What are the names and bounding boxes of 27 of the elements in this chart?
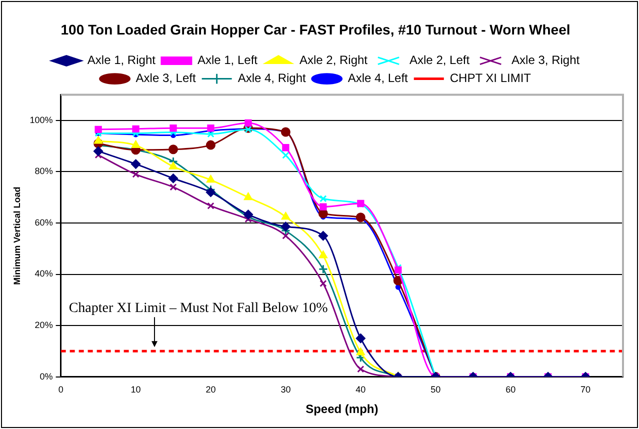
chart-title: 100 Ton Loaded Grain Hopper Car - FAST Profiles, #10 Turnout - Worn Wheel [60, 21, 570, 38]
legend-label: Axle 4, Right [238, 71, 307, 86]
x-tick-label: 10 [130, 384, 141, 395]
x-tick-label: 40 [356, 384, 366, 395]
x-axis-title: Speed (mph) [306, 402, 378, 416]
y-tick-label: 0% [40, 371, 53, 382]
y-tick-label: 40% [34, 268, 53, 279]
legend-label: Axle 1, Left [197, 53, 258, 68]
x-tick-label: 50 [430, 384, 441, 395]
legend-label: Axle 3, Right [512, 53, 580, 68]
y-tick-label: 20% [34, 320, 53, 330]
y-tick-label: 100% [30, 114, 53, 125]
x-tick-label: 0 [58, 384, 64, 395]
annotation: Chapter XI Limit – Must Not Fall Below 10% [68, 300, 328, 316]
legend-label: Axle 3, Left [136, 71, 196, 86]
x-tick-label: 20 [206, 384, 216, 395]
legend-label: Axle 2, Left [410, 53, 470, 68]
x-tick-label: 60 [506, 384, 516, 395]
y-tick-label: 60% [34, 217, 53, 228]
x-tick-label: 30 [280, 384, 291, 395]
y-tick-label: 80% [34, 166, 53, 176]
x-tick-label: 70 [580, 384, 591, 395]
legend-label: Axle 2, Right [299, 53, 368, 68]
legend-label: CHPT XI LIMIT [450, 71, 532, 86]
legend-label: Axle 1, Right [87, 53, 156, 68]
y-axis-title: Minimum Vertical Load [12, 186, 22, 285]
legend-label: Axle 4, Left [348, 71, 409, 86]
